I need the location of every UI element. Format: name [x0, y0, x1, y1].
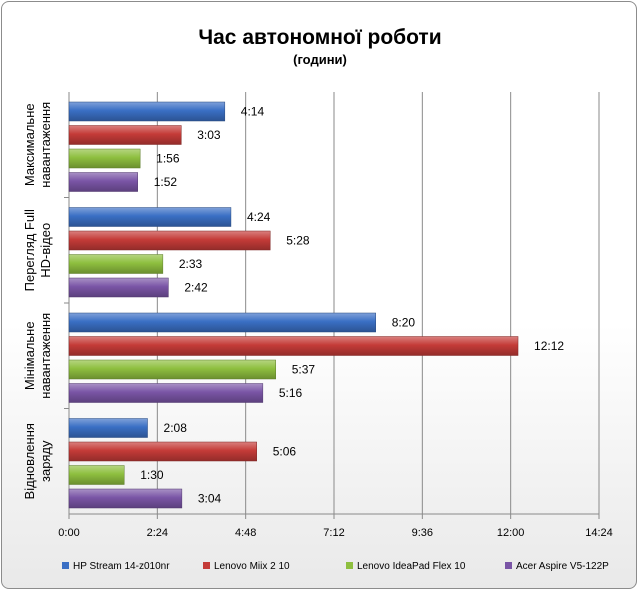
legend-item: Acer Aspire V5-122P	[505, 561, 609, 572]
data-label: 8:20	[392, 316, 416, 330]
bar	[68, 383, 264, 403]
legend-swatch	[346, 562, 353, 569]
bar	[68, 465, 125, 485]
x-tick-label: 14:24	[585, 527, 613, 539]
x-tick-label: 0:00	[58, 527, 79, 539]
x-tick-label: 2:24	[147, 527, 168, 539]
category-label: Відновленнязаряду	[22, 423, 53, 499]
bar	[68, 148, 141, 169]
legend-item: Lenovo IdeaPad Flex 10	[346, 561, 466, 572]
bar	[68, 230, 271, 251]
bar	[68, 312, 376, 333]
bar	[68, 418, 148, 438]
legend: HP Stream 14-z010nr Lenovo Miix 2 10 Lenov…	[62, 561, 609, 572]
legend-item: HP Stream 14-z010nr	[62, 561, 170, 572]
category-label: Максимальненавантаження	[22, 102, 53, 188]
category-label: Мінімальненавантаження	[22, 313, 53, 399]
legend-label: Lenovo IdeaPad Flex 10	[357, 561, 466, 572]
legend-item: Lenovo Miix 2 10	[203, 561, 290, 572]
bar	[68, 101, 226, 122]
bar	[68, 254, 164, 274]
data-label: 3:04	[198, 492, 222, 506]
x-tick-label: 12:00	[497, 527, 525, 539]
bar	[68, 359, 276, 380]
x-tick-label: 4:48	[235, 527, 256, 539]
data-label: 2:42	[184, 281, 208, 295]
bar	[68, 125, 182, 145]
bar	[68, 336, 519, 356]
chart-subtitle: (години)	[293, 52, 347, 67]
data-label: 5:28	[286, 234, 310, 248]
data-label: 12:12	[534, 339, 564, 353]
data-label: 2:08	[164, 421, 188, 435]
data-label: 1:56	[156, 152, 180, 166]
data-label: 1:52	[154, 175, 178, 189]
bar	[68, 207, 232, 227]
plot-area: 0:00 2:24 4:48 7:12 9:36 12:00 14:24 Максимальн…	[22, 92, 613, 539]
legend-label: HP Stream 14-z010nr	[73, 561, 170, 572]
data-label: 4:14	[241, 105, 265, 119]
x-tick-label: 9:36	[412, 527, 433, 539]
data-label: 5:37	[292, 363, 316, 377]
chart-title: Час автономної роботи	[198, 26, 441, 49]
data-label: 3:03	[197, 128, 221, 142]
bar	[68, 277, 169, 298]
bar	[68, 488, 183, 509]
data-label: 5:06	[273, 445, 297, 459]
x-tick-label: 7:12	[323, 527, 344, 539]
legend-swatch	[203, 562, 210, 569]
data-label: 5:16	[279, 386, 303, 400]
data-label: 1:30	[140, 468, 164, 482]
legend-label: Acer Aspire V5-122P	[516, 561, 609, 572]
legend-swatch	[505, 562, 512, 569]
category-label: Перегляд FullHD-відео	[22, 209, 53, 291]
data-label: 4:24	[247, 210, 271, 224]
bar	[68, 441, 257, 462]
legend-swatch	[62, 562, 69, 569]
bar	[68, 172, 138, 192]
data-label: 2:33	[179, 257, 203, 271]
legend-label: Lenovo Miix 2 10	[214, 561, 290, 572]
